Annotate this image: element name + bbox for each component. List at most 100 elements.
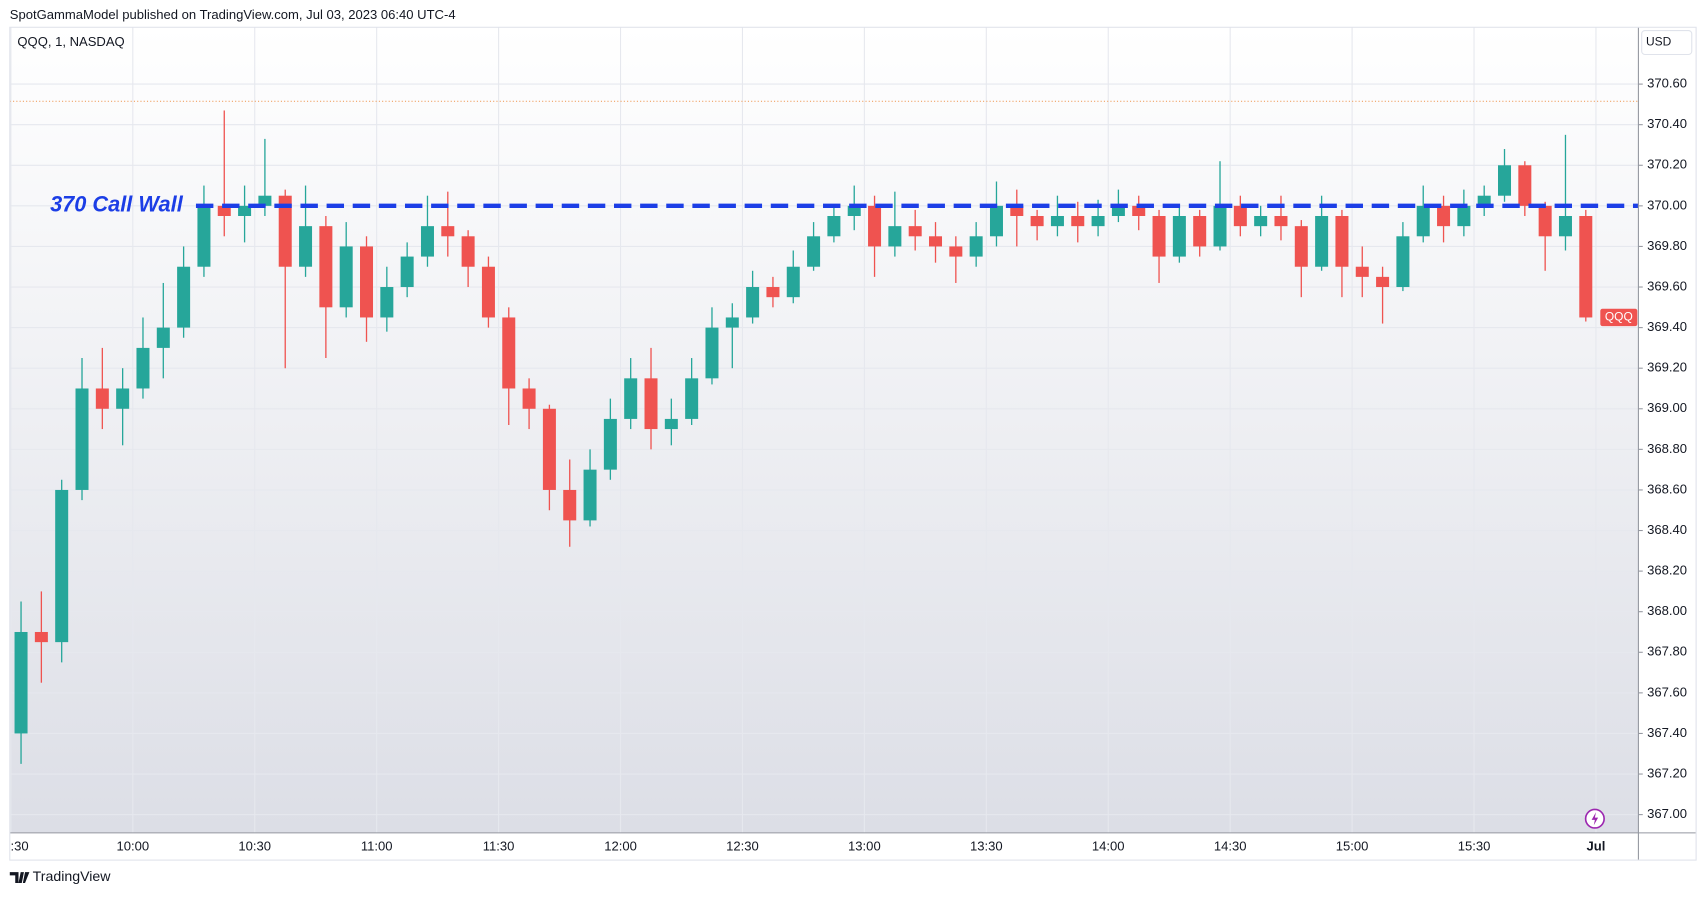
x-tick-label: 11:00: [361, 838, 393, 853]
candle-body: [1111, 205, 1125, 216]
candle-body: [1416, 205, 1430, 237]
candle-body: [766, 287, 780, 298]
candle-body: [177, 266, 191, 328]
candle-body: [542, 408, 556, 490]
candle-body: [1579, 215, 1593, 318]
candle-body: [908, 226, 922, 237]
x-tick-label: 14:00: [1092, 838, 1125, 853]
candle-body: [420, 226, 434, 257]
candle-body: [705, 327, 719, 379]
x-tick-label: 13:00: [848, 838, 881, 853]
x-tick-label: 10:00: [116, 838, 149, 853]
x-tick-label: 15:00: [1336, 838, 1369, 853]
candle-body: [807, 236, 821, 267]
y-tick-label: 368.60: [1647, 481, 1687, 496]
candle-body: [664, 418, 678, 430]
candle-body: [360, 246, 374, 318]
candle-body: [1233, 205, 1247, 227]
y-tick-label: 367.40: [1647, 725, 1687, 740]
candle-body: [1376, 276, 1390, 288]
candle-body: [116, 388, 130, 409]
y-tick-label: 370.00: [1647, 197, 1687, 212]
candle-body: [1030, 215, 1044, 227]
candle-body: [624, 378, 638, 419]
candle-body: [481, 266, 495, 318]
candle-body: [1254, 215, 1268, 227]
candle-body: [502, 317, 516, 389]
candle-body: [1274, 215, 1288, 227]
candle-body: [197, 205, 211, 267]
candle-body: [1558, 215, 1572, 237]
candle-body: [34, 631, 48, 643]
frame: [9, 26, 1697, 861]
y-tick-label: 367.00: [1647, 806, 1687, 821]
candle-body: [75, 388, 89, 490]
candle-body: [278, 195, 292, 267]
candle-body: [400, 256, 414, 288]
candle-body: [441, 226, 455, 237]
candle-body: [1152, 215, 1166, 257]
candle-body: [1294, 226, 1308, 267]
candle-body: [1071, 215, 1085, 227]
publisher-note: SpotGammaModel published on TradingView.…: [10, 7, 456, 22]
candle-body: [1457, 205, 1471, 227]
x-tick-label: 14:30: [1214, 838, 1247, 853]
candle-body: [603, 418, 617, 470]
candle-body: [725, 317, 739, 328]
candle-body: [644, 378, 658, 430]
candle-body: [55, 489, 69, 643]
x-tick-label: 13:30: [970, 838, 1003, 853]
candle-body: [1355, 266, 1369, 277]
x-tick-label: 12:00: [604, 838, 637, 853]
candle-body: [1396, 236, 1410, 288]
candle-body: [1132, 205, 1146, 216]
candle-body: [989, 205, 1003, 237]
candle-body: [1091, 215, 1105, 227]
currency: USD: [1646, 35, 1672, 49]
alert-icon: [1584, 808, 1605, 829]
candle-body: [136, 347, 150, 389]
x-tick-label: Jul: [1587, 838, 1606, 853]
candle-body: [685, 378, 699, 419]
x-tick-label: 15:30: [1458, 838, 1491, 853]
candle-body: [969, 236, 983, 257]
x-tick-label: 10:30: [238, 838, 271, 853]
candle-body: [1172, 215, 1186, 257]
candle-body: [339, 246, 353, 308]
y-tick-label: 367.20: [1647, 765, 1687, 780]
y-tick-label: 369.20: [1647, 360, 1687, 375]
y-tick-label: 370.60: [1647, 76, 1687, 91]
plot-background: [9, 27, 1639, 833]
candle-body: [258, 195, 272, 206]
candle-body: [827, 215, 841, 237]
candle-body: [299, 226, 313, 267]
candle-body: [868, 205, 882, 247]
candle-body: [1050, 215, 1064, 227]
currency-box: [1641, 30, 1693, 56]
candle-body: [95, 388, 109, 409]
candle-body: [929, 236, 943, 247]
candle-body: [1315, 215, 1329, 267]
y-tick-label: 368.20: [1647, 563, 1687, 578]
candle-body: [380, 287, 394, 318]
y-tick-label: 369.80: [1647, 238, 1687, 253]
candle-body: [949, 246, 963, 257]
candle-body: [1437, 205, 1451, 227]
candle-body: [156, 327, 170, 348]
price-tag-bg: [1600, 308, 1638, 327]
y-tick-label: 368.00: [1647, 603, 1687, 618]
y-tick-label: 369.00: [1647, 400, 1687, 415]
candle-body: [847, 205, 861, 216]
candle-body: [522, 388, 536, 409]
brand: TradingView: [33, 868, 112, 884]
candle-body: [1538, 205, 1552, 237]
candle-body: [746, 287, 760, 318]
price-tag: QQQ: [1605, 310, 1633, 324]
candle-body: [1518, 165, 1532, 206]
x-tick-label: 11:30: [483, 838, 515, 853]
y-tick-label: 369.60: [1647, 278, 1687, 293]
y-tick-label: 368.80: [1647, 441, 1687, 456]
candle-body: [1193, 215, 1207, 247]
candle-body: [319, 226, 333, 308]
